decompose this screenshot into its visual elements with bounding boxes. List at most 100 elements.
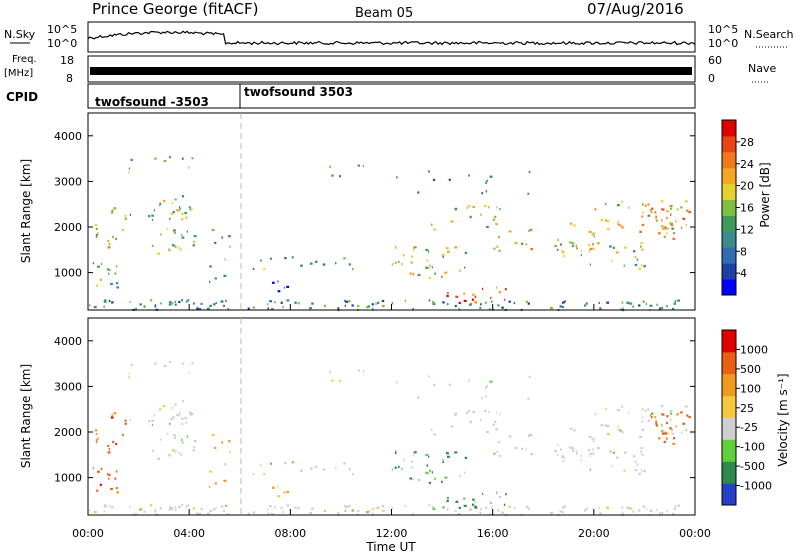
nave-tick-low: 0 xyxy=(708,72,715,85)
velocity-cell xyxy=(228,440,231,443)
velocity-cell xyxy=(291,461,294,464)
velocity-cell xyxy=(395,450,397,453)
velocity-background xyxy=(88,318,695,515)
power-cell xyxy=(454,207,458,210)
velocity-cell xyxy=(621,405,624,408)
velocity-cell xyxy=(489,513,491,516)
power-cell xyxy=(348,300,351,303)
velocity-cell xyxy=(447,497,449,500)
power-cell xyxy=(433,178,436,181)
power-cell xyxy=(505,288,507,291)
power-cell xyxy=(191,157,194,160)
velocity-cell xyxy=(686,414,689,417)
power-cell xyxy=(107,246,111,249)
velocity-cell xyxy=(632,510,634,513)
power-cell xyxy=(260,259,262,262)
velocity-cell xyxy=(642,505,645,508)
velocity-cell xyxy=(178,505,181,509)
velocity-cell xyxy=(647,408,650,411)
power-cell xyxy=(425,266,429,269)
velocity-cell xyxy=(277,485,279,488)
power-cell xyxy=(647,214,651,217)
velocity-cell xyxy=(402,459,405,462)
velocity-cell xyxy=(116,487,118,490)
power-cell xyxy=(503,298,506,301)
velocity-cell xyxy=(426,464,429,467)
power-cell xyxy=(671,227,674,230)
power-cell xyxy=(104,299,107,302)
power-cell xyxy=(174,231,176,234)
colorbar-frame xyxy=(721,329,737,506)
velocity-cell xyxy=(270,513,274,516)
power-cell xyxy=(644,204,647,207)
velocity-cell xyxy=(649,509,653,512)
power-cell xyxy=(658,232,661,235)
colorbar-tick-label: 100 xyxy=(740,382,761,395)
velocity-cell xyxy=(309,512,312,515)
velocity-cell xyxy=(159,409,161,412)
power-cell xyxy=(391,263,393,266)
power-cell xyxy=(482,287,484,290)
velocity-cell xyxy=(110,416,114,419)
velocity-cell xyxy=(580,454,582,457)
velocity-cell xyxy=(562,460,565,463)
velocity-cell xyxy=(269,505,273,508)
colorbar-tick-label: 28 xyxy=(740,136,754,149)
power-cell xyxy=(430,223,433,226)
power-cell xyxy=(159,204,161,207)
velocity-cell xyxy=(664,432,668,435)
velocity-cell xyxy=(482,492,484,495)
y-tick-label: 4000 xyxy=(54,335,82,348)
power-cell xyxy=(311,302,314,305)
power-cell xyxy=(674,300,677,303)
power-cell xyxy=(223,304,225,307)
velocity-cell xyxy=(626,506,629,509)
velocity-cell xyxy=(503,503,506,506)
velocity-cell xyxy=(188,371,190,374)
colorbar-tick-label: 8 xyxy=(740,245,747,258)
velocity-cell xyxy=(446,455,450,458)
power-cell xyxy=(323,304,326,307)
velocity-cell xyxy=(284,462,287,465)
velocity-cell xyxy=(667,432,669,435)
power-cell xyxy=(345,300,348,303)
velocity-cell xyxy=(643,470,646,473)
velocity-cell xyxy=(193,445,195,449)
colorbar-swatch xyxy=(722,199,736,216)
power-cell xyxy=(489,308,491,311)
power-cell xyxy=(95,227,98,231)
velocity-cell xyxy=(344,509,346,512)
velocity-cell xyxy=(589,468,591,471)
power-cell xyxy=(322,263,326,266)
velocity-cell xyxy=(314,465,318,468)
colorbar-tick-label: -100 xyxy=(740,441,765,454)
power-cell xyxy=(129,213,131,216)
power-cell xyxy=(649,304,653,307)
velocity-cell xyxy=(484,409,487,412)
velocity-cell xyxy=(260,464,262,467)
velocity-cell xyxy=(670,418,672,421)
power-cell xyxy=(169,156,171,159)
power-cell xyxy=(672,307,675,310)
power-cell xyxy=(151,244,154,247)
velocity-cell xyxy=(412,512,414,516)
power-cell xyxy=(661,208,663,211)
power-cell xyxy=(455,295,459,298)
power-cell xyxy=(110,211,114,214)
velocity-cell xyxy=(103,505,107,508)
velocity-cell xyxy=(454,451,458,454)
velocity-cell xyxy=(659,512,661,515)
velocity-cell xyxy=(561,454,564,457)
velocity-cell xyxy=(670,429,674,432)
velocity-cell xyxy=(634,468,638,472)
velocity-cell xyxy=(621,506,624,509)
power-y-ticks: 4000 3000 2000 1000 xyxy=(54,130,695,280)
velocity-cell xyxy=(560,448,562,451)
power-cell xyxy=(481,192,483,195)
power-cell xyxy=(645,302,647,306)
power-cell xyxy=(434,272,436,275)
colorbar-swatch xyxy=(722,439,736,462)
velocity-cell xyxy=(481,397,483,400)
power-cell xyxy=(335,262,337,265)
power-cell xyxy=(95,235,98,238)
